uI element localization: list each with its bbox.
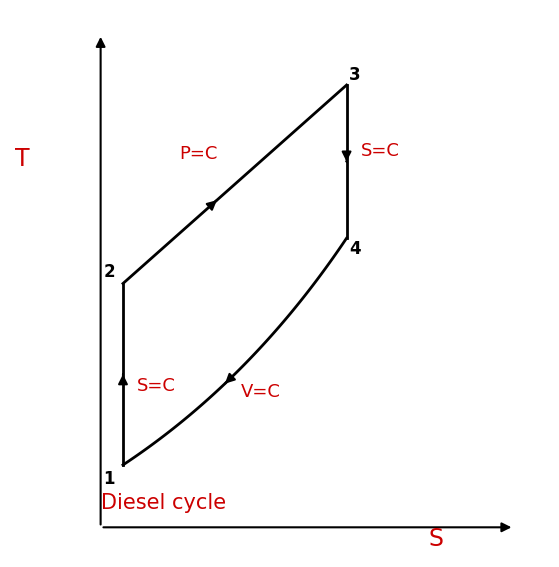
Text: S=C: S=C — [137, 377, 176, 395]
Text: 3: 3 — [349, 66, 361, 84]
Text: 4: 4 — [349, 240, 361, 259]
Text: S: S — [429, 527, 443, 551]
Text: 1: 1 — [103, 470, 115, 488]
Text: P=C: P=C — [179, 145, 217, 163]
Text: T: T — [15, 147, 30, 171]
Text: V=C: V=C — [240, 383, 280, 401]
Text: 2: 2 — [103, 263, 115, 281]
Text: Diesel cycle: Diesel cycle — [101, 493, 226, 513]
Text: S=C: S=C — [361, 142, 400, 160]
